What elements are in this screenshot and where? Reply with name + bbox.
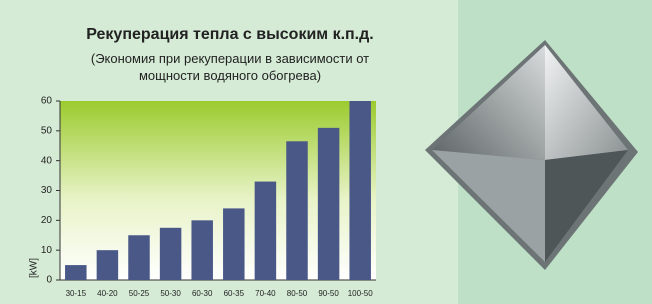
x-tick-label: 60-35 [224,289,245,298]
x-tick-label: 70-40 [255,289,276,298]
y-tick-label: 30 [41,185,53,196]
bar [65,265,86,280]
y-tick-label: 50 [41,125,53,136]
x-tick-label: 90-50 [318,289,339,298]
chart-subtitle: (Экономия при рекуперации в зависимости … [80,50,380,84]
bar [223,208,244,280]
bar [97,250,118,280]
bar [191,220,212,280]
x-tick-label: 100-50 [348,289,373,298]
y-tick-label: 20 [41,215,53,226]
bar [128,235,149,280]
x-tick-label: 50-30 [160,289,181,298]
bar [255,182,276,280]
x-tick-label: 40-20 [97,289,118,298]
x-tick-label: 30-15 [66,289,87,298]
y-tick-label: 60 [41,96,53,107]
y-tick-label: 0 [46,275,52,286]
chart-title: Рекуперация тепла с высоким к.п.д. [40,26,420,44]
x-tick-label: 50-25 [129,289,150,298]
bar [349,101,370,280]
chart: [kW] 0 10 20 30 40 50 60 30-15 40-20 50-25 50-30 60… [0,0,652,304]
x-tick-label: 80-50 [287,289,308,298]
bar [160,228,181,280]
bar [286,141,307,280]
y-axis-label: [kW] [29,258,40,278]
y-tick-label: 40 [41,155,53,166]
bar [318,128,339,280]
x-tick-label: 60-30 [192,289,213,298]
page: [kW] 0 10 20 30 40 50 60 30-15 40-20 50-25 50-30 60… [0,0,652,304]
y-tick-label: 10 [41,245,53,256]
